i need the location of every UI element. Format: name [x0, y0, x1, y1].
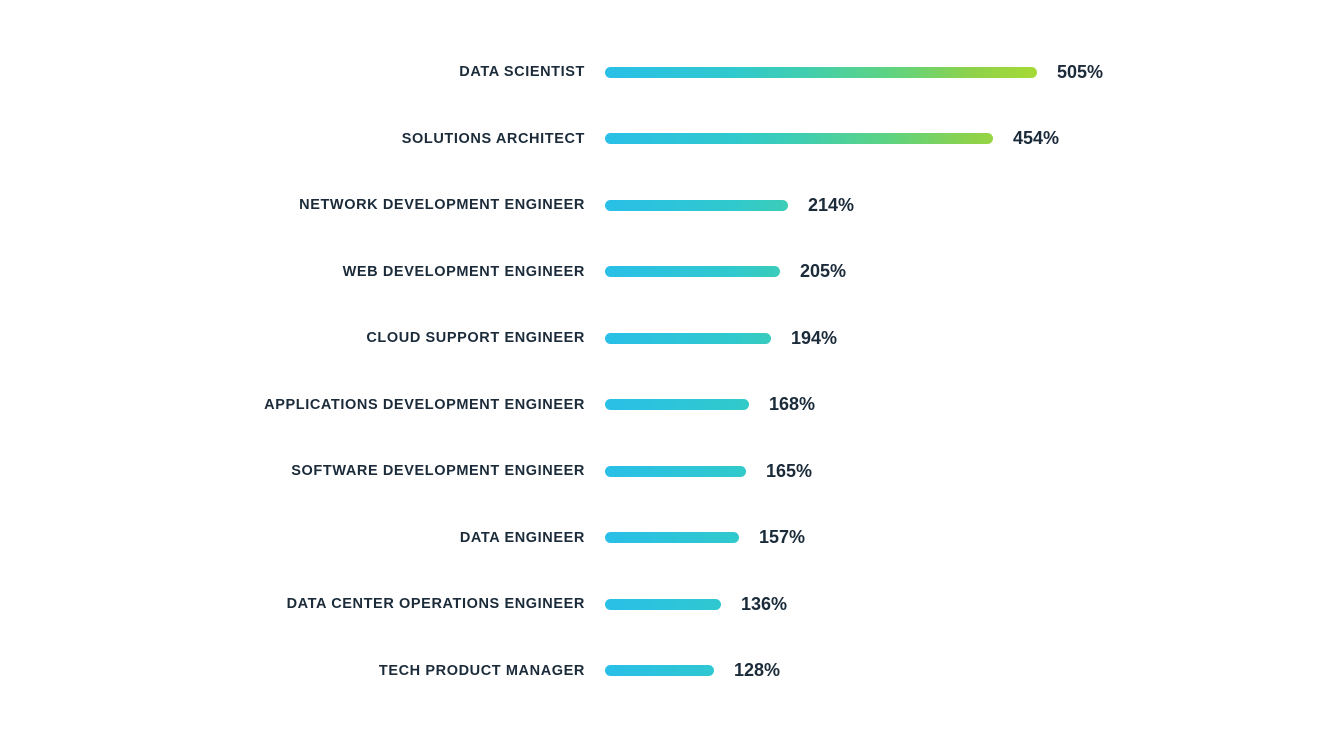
value-bar — [605, 332, 771, 344]
bar-area: 194% — [605, 328, 837, 349]
value-bar — [605, 532, 739, 544]
value-label: 168% — [769, 394, 816, 415]
bar-area: 165% — [605, 461, 812, 482]
category-label: CLOUD SUPPORT ENGINEER — [366, 330, 585, 347]
chart-row: SOFTWARE DEVELOPMENT ENGINEER 165% — [0, 438, 1320, 505]
bar-area: 505% — [605, 62, 1103, 83]
value-label: 214% — [808, 194, 855, 215]
chart-row: APPLICATIONS DEVELOPMENT ENGINEER 168% — [0, 372, 1320, 439]
value-bar — [605, 465, 746, 477]
bar-area: 214% — [605, 195, 854, 216]
category-label: SOFTWARE DEVELOPMENT ENGINEER — [291, 463, 585, 480]
value-label: 505% — [1057, 61, 1104, 82]
chart-row: WEB DEVELOPMENT ENGINEER 205% — [0, 239, 1320, 306]
value-label: 194% — [791, 327, 838, 348]
value-bar — [605, 133, 993, 145]
chart-row: SOLUTIONS ARCHITECT 454% — [0, 106, 1320, 173]
bar-area: 136% — [605, 594, 787, 615]
chart-row: NETWORK DEVELOPMENT ENGINEER 214% — [0, 172, 1320, 239]
chart-row: DATA CENTER OPERATIONS ENGINEER 136% — [0, 571, 1320, 638]
bar-area: 157% — [605, 527, 805, 548]
value-bar — [605, 199, 788, 211]
bar-area: 205% — [605, 261, 846, 282]
category-label: TECH PRODUCT MANAGER — [378, 662, 585, 679]
value-bar — [605, 598, 721, 610]
value-label: 205% — [800, 261, 847, 282]
value-label: 128% — [734, 660, 781, 681]
category-label: SOLUTIONS ARCHITECT — [401, 130, 585, 147]
value-bar — [605, 665, 714, 677]
category-label: DATA ENGINEER — [459, 529, 585, 546]
bar-area: 454% — [605, 128, 1059, 149]
value-label: 454% — [1013, 128, 1060, 149]
value-label: 136% — [741, 593, 788, 614]
chart-row: DATA ENGINEER 157% — [0, 505, 1320, 572]
value-bar — [605, 266, 780, 278]
bar-area: 128% — [605, 660, 780, 681]
category-label: WEB DEVELOPMENT ENGINEER — [342, 263, 585, 280]
value-label: 157% — [759, 527, 806, 548]
value-bar — [605, 66, 1037, 78]
category-label: NETWORK DEVELOPMENT ENGINEER — [299, 197, 585, 214]
bar-area: 168% — [605, 394, 815, 415]
category-label: DATA CENTER OPERATIONS ENGINEER — [286, 596, 585, 613]
chart-row: DATA SCIENTIST 505% — [0, 39, 1320, 106]
value-bar — [605, 399, 749, 411]
value-label: 165% — [766, 460, 813, 481]
chart-row: CLOUD SUPPORT ENGINEER 194% — [0, 305, 1320, 372]
category-label: DATA SCIENTIST — [459, 64, 585, 81]
category-label: APPLICATIONS DEVELOPMENT ENGINEER — [264, 396, 585, 413]
chart-row: TECH PRODUCT MANAGER 128% — [0, 638, 1320, 705]
